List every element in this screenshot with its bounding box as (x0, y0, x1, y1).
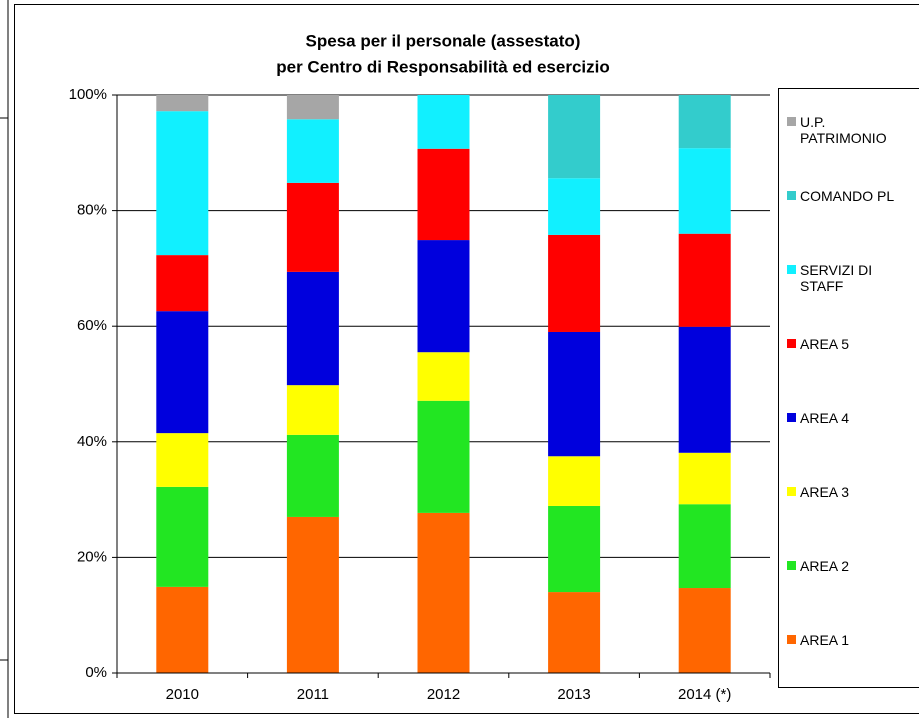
y-tick-label: 60% (77, 317, 107, 334)
bar-segment (417, 95, 470, 149)
bar-segment (286, 119, 339, 183)
bar-segment (156, 255, 209, 312)
bar-segment (678, 148, 731, 234)
legend-item: AREA 2 (787, 558, 906, 574)
legend-swatch (787, 117, 796, 126)
legend-swatch (787, 191, 796, 200)
bar-segment (286, 271, 339, 386)
legend-label: AREA 3 (800, 484, 850, 500)
bar-segment (548, 234, 601, 332)
bar-segment (548, 592, 601, 673)
legend-swatch (787, 265, 796, 274)
legend-label: AREA 4 (800, 410, 850, 426)
y-tick-label: 100% (69, 86, 107, 103)
bar-segment (548, 95, 601, 179)
bar-segment (286, 95, 339, 120)
bar-segment (417, 240, 470, 353)
legend-item: SERVIZI DI STAFF (787, 262, 906, 294)
legend-label: AREA 5 (800, 336, 850, 352)
bar-segment (156, 111, 209, 256)
legend-label: U.P. PATRIMONIO (800, 114, 887, 146)
bar-segment (286, 385, 339, 435)
y-tick-label: 40% (77, 433, 107, 450)
legend-swatch (787, 413, 796, 422)
legend-item: COMANDO PL (787, 188, 906, 204)
bar-segment (548, 178, 601, 235)
bar-segment (678, 233, 731, 327)
chart-title: Spesa per il personale (assestato) (306, 31, 581, 50)
bar-segment (156, 311, 209, 434)
bar-segment (156, 586, 209, 673)
legend-label: SERVIZI DI STAFF (800, 262, 873, 294)
legend-label: AREA 2 (800, 558, 850, 574)
chart-title: per Centro di Responsabilità ed esercizi… (276, 57, 609, 76)
legend-item: U.P. PATRIMONIO (787, 114, 906, 146)
x-tick-label: 2012 (427, 686, 460, 703)
legend-swatch (787, 339, 796, 348)
bar-segment (417, 400, 470, 513)
legend-item: AREA 5 (787, 336, 906, 352)
chart-frame (14, 4, 919, 714)
legend-swatch (787, 561, 796, 570)
bar-segment (286, 182, 339, 272)
legend-label: AREA 1 (800, 632, 850, 648)
bar-segment (417, 512, 470, 673)
bar-segment (548, 505, 601, 593)
bar-segment (678, 326, 731, 453)
bar-segment (286, 516, 339, 673)
y-tick-label: 20% (77, 548, 107, 565)
legend-label: COMANDO PL (800, 188, 895, 204)
y-tick-label: 0% (85, 664, 107, 681)
bar-segment (156, 433, 209, 487)
legend: U.P. PATRIMONIO COMANDO PL SERVIZI DI STAF… (778, 88, 919, 688)
x-tick-label: 2014 (*) (678, 686, 731, 703)
legend-item: AREA 4 (787, 410, 906, 426)
bar-segment (286, 434, 339, 517)
legend-item: AREA 3 (787, 484, 906, 500)
bar-segment (548, 456, 601, 506)
bar-segment (417, 352, 470, 401)
bar-segment (678, 452, 731, 505)
bar-segment (156, 486, 209, 587)
bar-segment (678, 504, 731, 589)
legend-swatch (787, 487, 796, 496)
bar-segment (156, 95, 209, 112)
legend-item: AREA 1 (787, 632, 906, 648)
x-tick-label: 2013 (557, 686, 590, 703)
bar-segment (417, 148, 470, 241)
bar-segment (678, 95, 731, 149)
bar-segment (678, 588, 731, 673)
y-tick-label: 80% (77, 202, 107, 219)
bar-segment (548, 331, 601, 457)
x-tick-label: 2010 (166, 686, 199, 703)
legend-swatch (787, 635, 796, 644)
x-tick-label: 2011 (297, 686, 329, 703)
